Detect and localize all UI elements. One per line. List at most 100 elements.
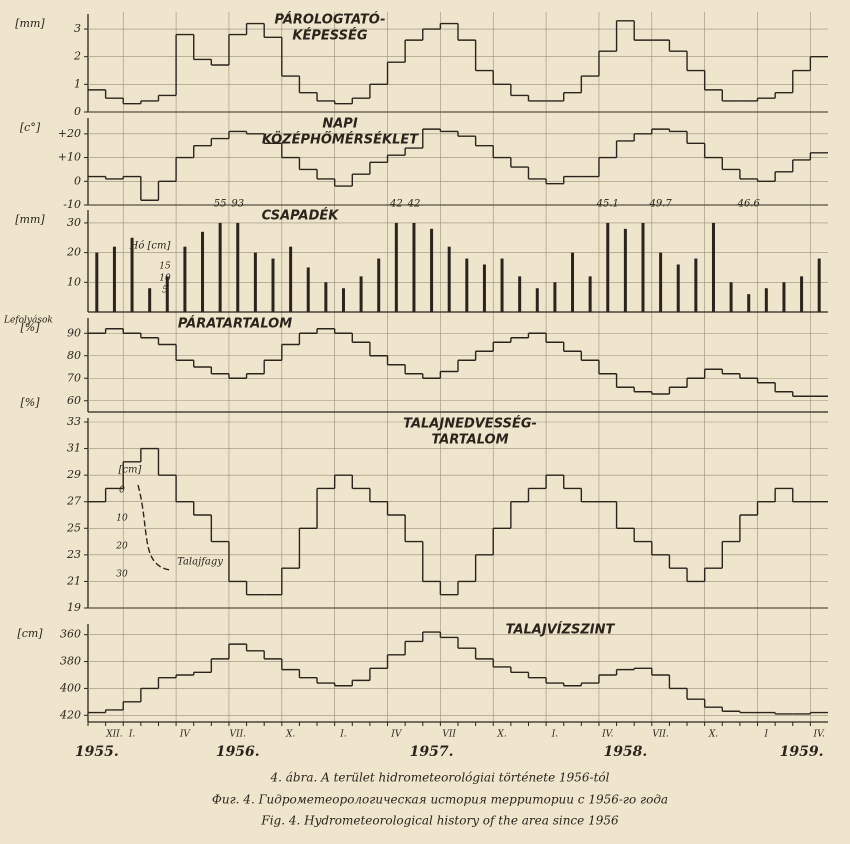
y-tick-label: 0 (74, 105, 81, 118)
x-tick-label: IV (179, 730, 192, 740)
bar (148, 288, 152, 312)
side-label: Lefolyások (3, 315, 53, 326)
year-label: 1957. (410, 744, 454, 760)
bar (482, 264, 486, 312)
y-tick-label: 420 (59, 708, 81, 721)
bar (95, 252, 99, 312)
panel-title: NAPI (322, 117, 357, 132)
year-label: 1956. (216, 744, 260, 760)
panel-title: TARTALOM (431, 433, 508, 448)
annotation: 46.6 (737, 199, 761, 210)
x-tick-label: IV (390, 730, 403, 740)
axis-unit: [mm] (15, 213, 45, 226)
y-tick-label: +20 (58, 127, 81, 140)
year-label: 1958. (603, 744, 647, 760)
bar (606, 222, 610, 312)
y-tick-label: -10 (63, 198, 81, 211)
bar (306, 267, 310, 312)
bar (623, 228, 627, 312)
inset-tick: 10 (116, 514, 128, 524)
bar (394, 222, 398, 312)
y-tick-label: 3 (74, 22, 81, 35)
x-tick-label: I. (551, 730, 559, 740)
y-tick-label: 23 (66, 548, 81, 561)
bar (289, 246, 293, 312)
bar (183, 246, 187, 312)
y-tick-label: 27 (66, 495, 81, 508)
frost-curve (137, 484, 171, 571)
annotation: 42 (389, 199, 403, 210)
x-tick-label: I. (339, 730, 347, 740)
inset-tick: 30 (116, 570, 128, 580)
y-tick-label: 31 (67, 442, 81, 455)
inset-tick: 5 (162, 286, 168, 296)
y-tick-label: 60 (67, 394, 81, 407)
y-tick-label: 90 (67, 326, 81, 339)
bar (412, 222, 416, 312)
bar (359, 276, 363, 312)
panel-title: KÖZÉPHŐMÉRSÉKLET (262, 132, 419, 148)
y-tick-label: 30 (67, 216, 81, 229)
y-tick-label: 29 (66, 468, 81, 481)
y-tick-label: 400 (59, 681, 81, 694)
y-tick-label: 360 (60, 628, 81, 641)
bar (711, 222, 715, 312)
y-tick-label: 20 (66, 246, 81, 259)
bar (800, 276, 804, 312)
bar (571, 252, 575, 312)
x-tick-label: X. (285, 730, 295, 740)
y-tick-label: 33 (67, 415, 81, 428)
bar (324, 282, 328, 312)
x-tick-label: X. (708, 730, 718, 740)
panel-title: KÉPESSÉG (292, 28, 368, 44)
x-tick-label: VII. (230, 730, 247, 740)
axis-unit: [c°] (20, 121, 41, 134)
annotation: 49.7 (648, 199, 672, 210)
panel-title: TALAJVÍZSZINT (506, 622, 616, 638)
inset-label: Hó [cm] (129, 241, 171, 252)
y-tick-label: 380 (60, 655, 81, 668)
inset-tick: 20 (115, 542, 128, 552)
annotation: 45.1 (596, 199, 619, 210)
bar (747, 294, 751, 312)
y-tick-label: 21 (66, 574, 81, 587)
bar (535, 288, 539, 312)
bar (764, 288, 768, 312)
year-label: 1959. (780, 744, 824, 760)
y-tick-label: 2 (73, 50, 81, 63)
bar (271, 258, 275, 312)
x-tick-label: VII. (652, 730, 669, 740)
bar (729, 282, 733, 312)
bar (165, 276, 169, 312)
x-tick-label: IV. (813, 730, 826, 740)
bar (447, 246, 451, 312)
panel-title: TALAJNEDVESSÉG- (403, 416, 537, 432)
annotation: 42 (407, 199, 421, 210)
x-tick-label: I. (128, 730, 136, 740)
bar (377, 258, 381, 312)
caption: Fig. 4. Hydrometeorological history of t… (260, 814, 619, 828)
bar (218, 222, 222, 312)
bar (518, 276, 522, 312)
inset-tick: 0 (119, 486, 125, 496)
panel-title: CSAPADÉK (262, 208, 340, 224)
x-tick-label: X. (496, 730, 506, 740)
x-tick-label: I (764, 730, 769, 740)
bar (588, 276, 592, 312)
bar (236, 222, 240, 312)
y-tick-label: 80 (67, 349, 81, 362)
year-label: 1955. (75, 744, 119, 760)
bar (430, 228, 434, 312)
bar (112, 246, 116, 312)
y-tick-label: 10 (67, 275, 81, 288)
panel-title: PÁRATARTALOM (178, 316, 292, 332)
x-tick-label: XII. (105, 730, 123, 740)
x-tick-label: VII (442, 730, 456, 740)
bar (694, 258, 698, 312)
bar (782, 282, 786, 312)
y-tick-label: 1 (74, 77, 81, 90)
caption: 4. ábra. A terület hidrometeorológiai tö… (269, 771, 609, 785)
x-tick-label: IV. (601, 730, 614, 740)
axis-unit: [cm] (17, 627, 43, 640)
